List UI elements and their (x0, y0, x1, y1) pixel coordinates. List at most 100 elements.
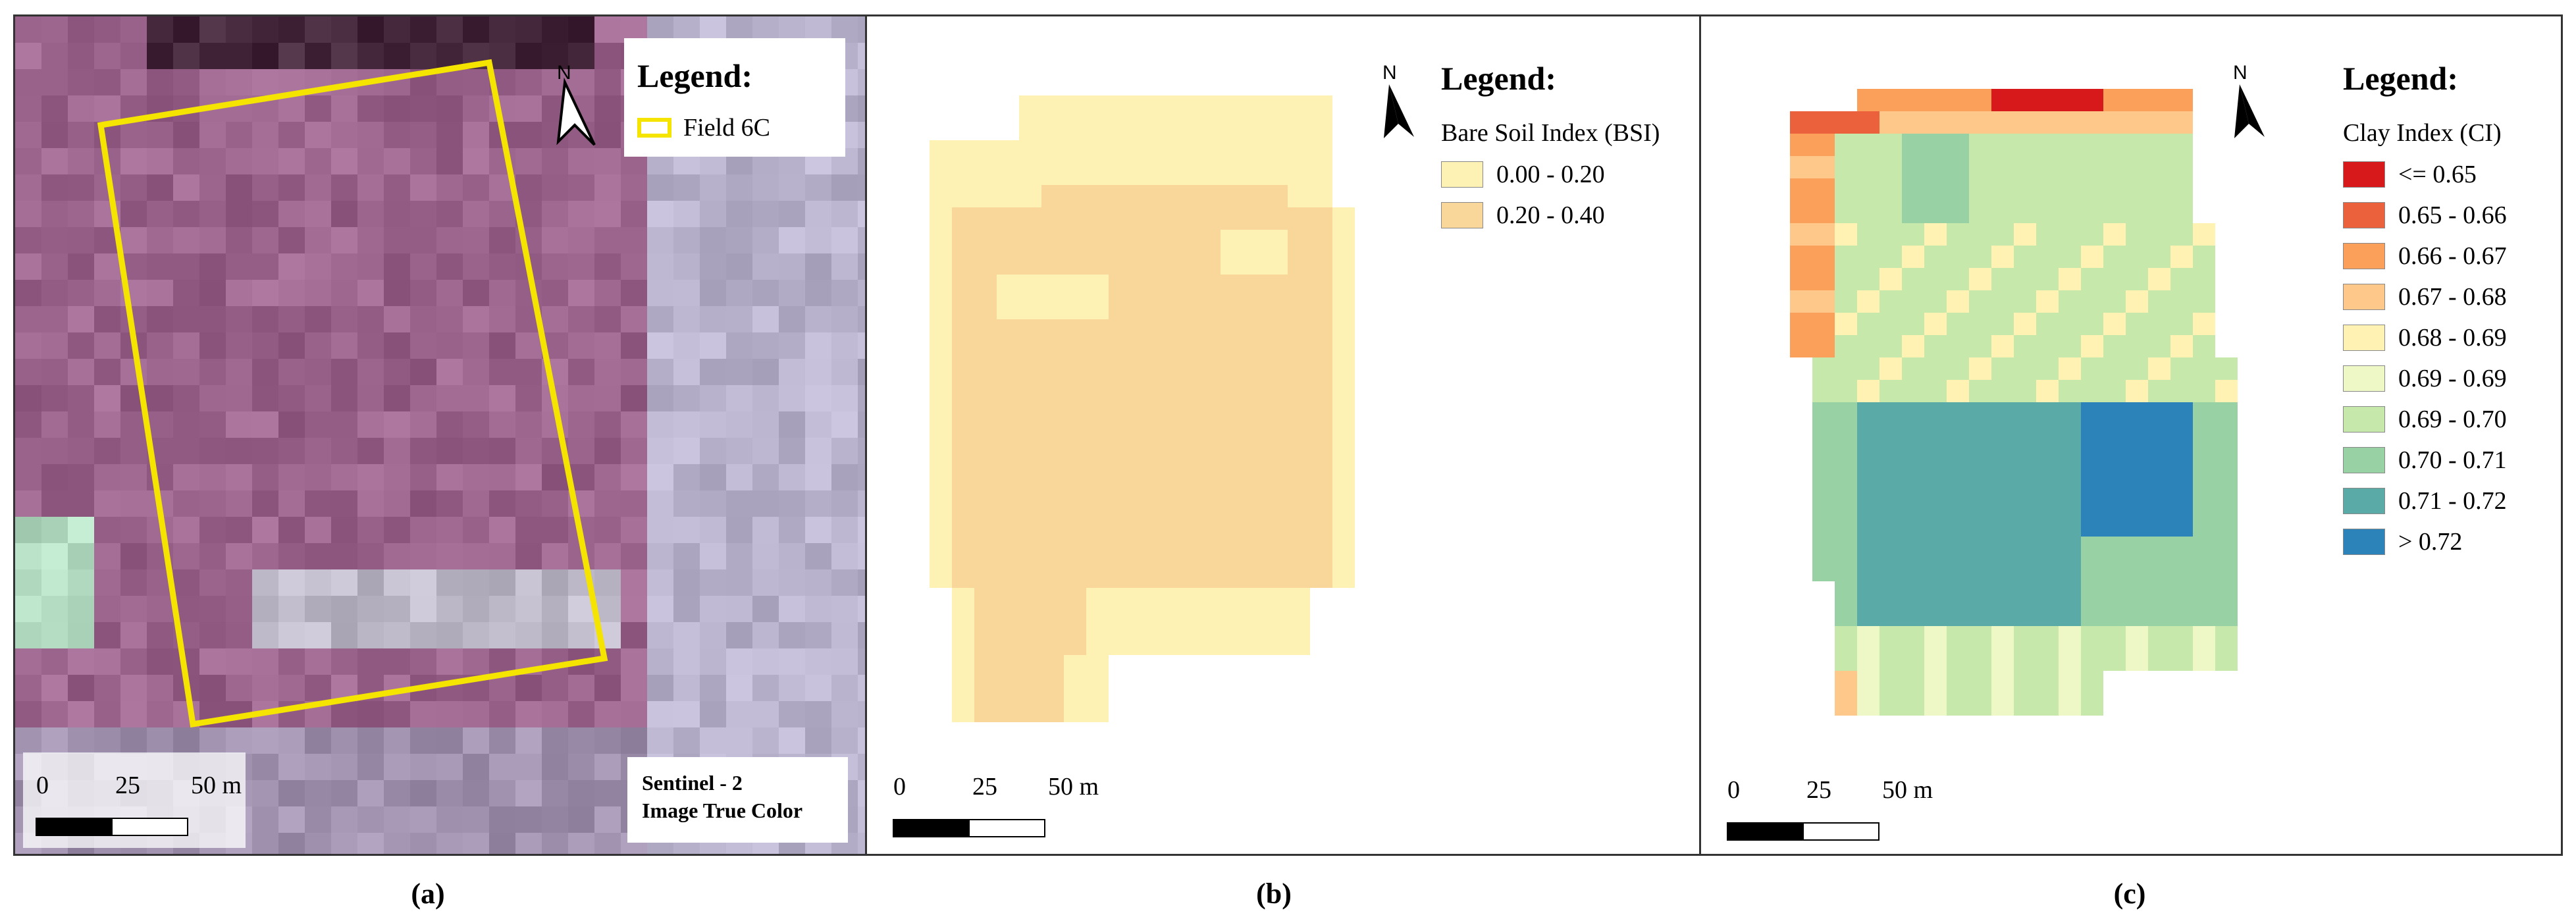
bsi-cell (1064, 454, 1086, 476)
raster-cell (305, 253, 331, 280)
bsi-cell (1332, 409, 1355, 431)
clay-cell (1879, 134, 1902, 156)
clay-cell (2059, 693, 2081, 716)
clay-cell (1812, 559, 1835, 581)
raster-cell (410, 227, 436, 253)
raster-cell (410, 543, 436, 569)
raster-cell (542, 16, 568, 43)
raster-cell (436, 69, 463, 95)
raster-cell (15, 411, 41, 438)
bsi-cell (1131, 140, 1153, 163)
clay-cell (1857, 223, 1879, 246)
raster-cell (252, 332, 278, 359)
clay-cell (1947, 581, 1969, 604)
raster-cell (700, 596, 726, 622)
raster-cell (331, 359, 357, 385)
clay-cell (1991, 425, 2014, 447)
legend-entry: 0.71 - 0.72 (2343, 481, 2507, 521)
raster-cell (726, 174, 752, 201)
bsi-cell (1332, 252, 1355, 275)
bsi-cell (1064, 252, 1086, 275)
raster-cell (463, 411, 489, 438)
bsi-cell (1109, 297, 1131, 319)
raster-cell (726, 727, 752, 754)
bsi-cell (1041, 364, 1064, 386)
clay-cell (2148, 111, 2170, 134)
raster-cell (779, 411, 805, 438)
raster-cell (278, 833, 305, 854)
raster-cell (436, 359, 463, 385)
raster-cell (568, 148, 594, 174)
clay-cell (2103, 559, 2126, 581)
raster-cell (410, 727, 436, 754)
raster-cell (252, 675, 278, 701)
raster-cell (94, 359, 120, 385)
clay-cell (2126, 357, 2148, 380)
bsi-cell (952, 476, 974, 498)
raster-cell (700, 280, 726, 306)
raster-cell (621, 596, 647, 622)
raster-cell (120, 227, 147, 253)
raster-cell (542, 833, 568, 854)
raster-cell (278, 648, 305, 675)
bsi-cell (1131, 409, 1153, 431)
clay-cell (1991, 89, 2014, 111)
raster-cell (779, 490, 805, 517)
raster-cell (41, 306, 68, 332)
bsi-cell (1176, 207, 1198, 230)
raster-cell (515, 122, 542, 148)
bsi-cell (952, 633, 974, 655)
clay-cell (1991, 537, 2014, 559)
clay-cell (2193, 559, 2215, 581)
clay-cell (2148, 514, 2170, 537)
bsi-cell (1019, 252, 1041, 275)
raster-cell (357, 727, 384, 754)
bsi-cell (952, 543, 974, 566)
clay-cell (1924, 156, 1947, 178)
raster-cell (278, 543, 305, 569)
clay-cell (1857, 290, 1879, 313)
raster-cell (68, 622, 94, 648)
clay-cell (1857, 89, 1879, 111)
clay-cell (2081, 626, 2103, 648)
north-label: N (1382, 62, 1397, 84)
bsi-cell (1310, 431, 1332, 454)
raster-cell (94, 701, 120, 727)
bsi-cell (1265, 319, 1288, 342)
bsi-cell (1176, 252, 1198, 275)
raster-cell (68, 306, 94, 332)
bsi-cell (1243, 297, 1265, 319)
clay-cell (2215, 626, 2238, 648)
clay-cell (1835, 604, 1857, 626)
raster-cell (226, 596, 252, 622)
raster-cell (831, 490, 858, 517)
bsi-cell (1310, 95, 1332, 118)
clay-cell (1991, 134, 2014, 156)
bsi-cell (952, 140, 974, 163)
raster-cell (594, 174, 621, 201)
clay-cell (1991, 514, 2014, 537)
clay-cell (2059, 626, 2081, 648)
clay-cell (2059, 492, 2081, 514)
clay-cell (1835, 380, 1857, 402)
raster-cell (199, 675, 226, 701)
clay-cell (1947, 223, 1969, 246)
raster-cell (331, 122, 357, 148)
raster-cell (463, 332, 489, 359)
clay-cell (2014, 514, 2036, 537)
clay-cell (2170, 357, 2193, 380)
raster-cell (305, 332, 331, 359)
raster-cell (647, 727, 673, 754)
clay-cell (2036, 357, 2059, 380)
clay-cell (2148, 604, 2170, 626)
bsi-cell (1288, 163, 1310, 185)
raster-cell (621, 332, 647, 359)
raster-cell (305, 43, 331, 69)
raster-cell (278, 438, 305, 464)
raster-cell (384, 780, 410, 806)
raster-cell (805, 306, 831, 332)
scalebar-label: 0 (893, 773, 906, 801)
raster-cell (173, 148, 199, 174)
raster-cell (41, 675, 68, 701)
raster-cell (858, 543, 865, 569)
